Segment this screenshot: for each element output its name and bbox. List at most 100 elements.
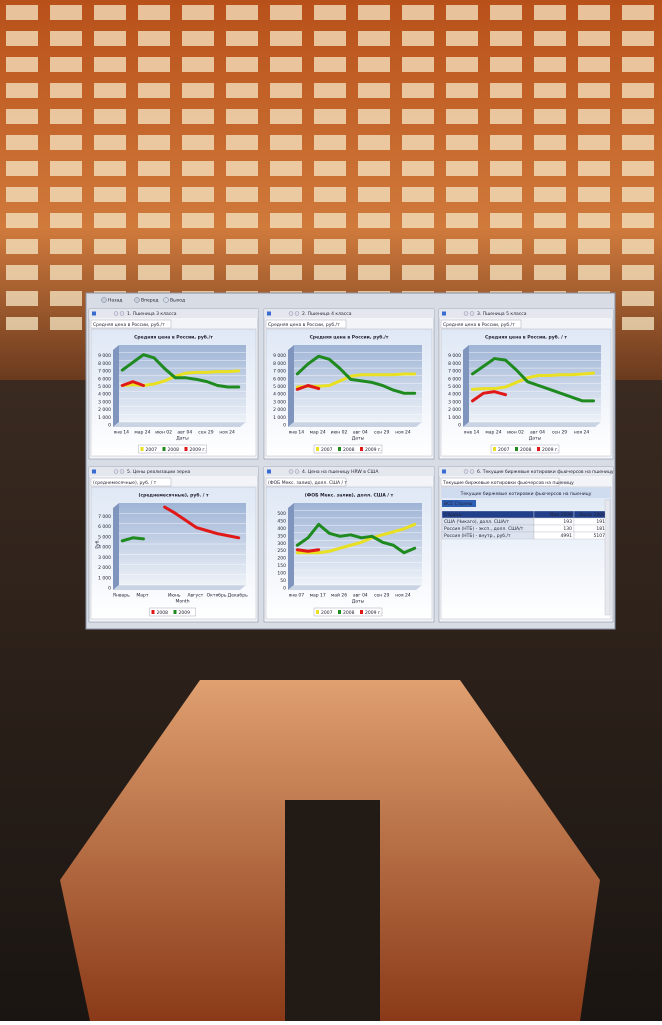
x-tick-label: авг 04 [353,430,368,436]
plot-floor [463,422,601,427]
legend-swatch [316,447,319,451]
y-tick-label: 5 000 [98,534,111,540]
y-tick-label: 7 000 [98,514,111,520]
toolbar-icon [163,297,169,303]
x-axis-label: Даты [352,436,365,442]
panel-button[interactable] [294,311,300,316]
y-tick-label: 1 000 [448,415,461,421]
legend-swatch [493,447,496,451]
x-tick-label: Март [136,593,148,599]
panel-tab[interactable] [440,319,522,329]
y-tick-label: 4 000 [273,392,286,398]
panel-button[interactable] [288,311,294,316]
plot-floor [288,422,422,427]
x-tick-label: май 26 [331,592,347,599]
filter-label: ВСЕ Страны [444,501,473,507]
panel-tab[interactable] [440,477,560,487]
table-value: 193 [563,519,572,525]
table-value: 181 [596,526,605,532]
y-tick-label: 8 000 [448,361,461,367]
chart-title: Средняя цена в России, руб./т [310,334,389,341]
legend [490,444,560,454]
filter-dropdown[interactable] [442,500,476,507]
scrollbar[interactable] [604,499,611,616]
panel-button[interactable] [463,469,469,474]
y-tick-label: 3 000 [448,399,461,405]
panel-button[interactable] [119,311,125,316]
ceiling-coffers [0,0,662,330]
panel-title: 3. Пшеница 5 класса [477,311,527,317]
y-tick-label: 1 000 [98,575,111,581]
panel-tab-label: Средняя цена в России, руб./т [443,322,515,328]
legend-label: 2007 [498,447,510,453]
y-tick-label: 250 [277,548,286,554]
legend [149,607,196,617]
y-tick-label: 0 [108,586,111,592]
y-tick-label: 7 000 [98,369,111,375]
panel-icon [267,311,271,316]
y-tick-label: 8 000 [273,361,286,367]
panel-header [89,309,258,318]
series-line [295,522,417,555]
x-tick-label: сен 29 [552,430,567,436]
panel-header [264,467,434,476]
series-line [295,372,417,389]
table-value: Россия (НТБ) - внутр., руб./т [444,533,511,539]
series-line [120,380,145,387]
legend-swatch [338,447,341,451]
table-header: Страна [444,512,461,518]
series-line [295,548,321,553]
panel-tab-label: (среднемесячные), руб. / т [93,480,157,486]
series-line [471,357,595,403]
toolbar-button[interactable]: Назад [108,298,122,304]
y-tick-label: 5 000 [98,384,111,390]
panel-button[interactable] [119,469,125,474]
x-tick-label: мар 24 [485,430,501,436]
legend-swatch [184,447,188,451]
panel-button[interactable] [113,311,119,316]
panel-tab-label: Средняя цена в России, руб./т [268,322,340,328]
plot-floor [288,585,422,590]
y-tick-label: 350 [277,533,286,539]
legend-label: 2009 г. [542,447,559,453]
y-tick-label: 0 [283,423,286,429]
y-tick-label: 0 [108,423,111,429]
y-tick-label: 7 000 [273,369,286,375]
panel-tab[interactable] [265,477,347,487]
panel-button[interactable] [469,311,475,316]
panel-button[interactable] [469,469,475,474]
chart-title: (ФОБ Мекс. залив), долл. США / т [305,493,394,499]
x-tick-label: ноя 24 [395,593,411,599]
x-tick-label: Июнь [168,593,181,599]
table-value: 191 [596,519,605,525]
panel-button[interactable] [463,311,469,316]
toolbar-button[interactable]: Выход [170,298,185,304]
y-tick-label: 100 [277,571,286,577]
panel-button[interactable] [288,469,294,474]
x-tick-label: Декабрь [228,593,248,599]
toolbar-button[interactable]: Вперед [141,298,159,304]
panel-header [439,467,613,476]
panel-tab[interactable] [90,477,172,487]
panel-button[interactable] [113,469,119,474]
series-line [163,505,241,540]
y-tick-label: 2 000 [98,565,111,571]
table-header: Мая 2009 [550,512,572,518]
plot-floor [113,585,246,590]
y-tick-label: 8 000 [98,361,111,367]
panel-tab[interactable] [265,319,347,329]
legend-label: 2009 г. [365,610,382,616]
panel-icon [442,469,446,474]
legend-label: 2007 [146,447,158,453]
y-tick-label: 4 000 [98,392,111,398]
legend [313,607,383,617]
chair [285,800,380,1021]
panel-button[interactable] [294,469,300,474]
panel-tab[interactable] [90,319,172,329]
legend-swatch [162,447,166,451]
legend-label: 2008 [157,610,169,616]
legend-label: 2009 [179,610,191,616]
plot-side [288,503,294,590]
x-tick-label: авг 04 [530,430,545,436]
